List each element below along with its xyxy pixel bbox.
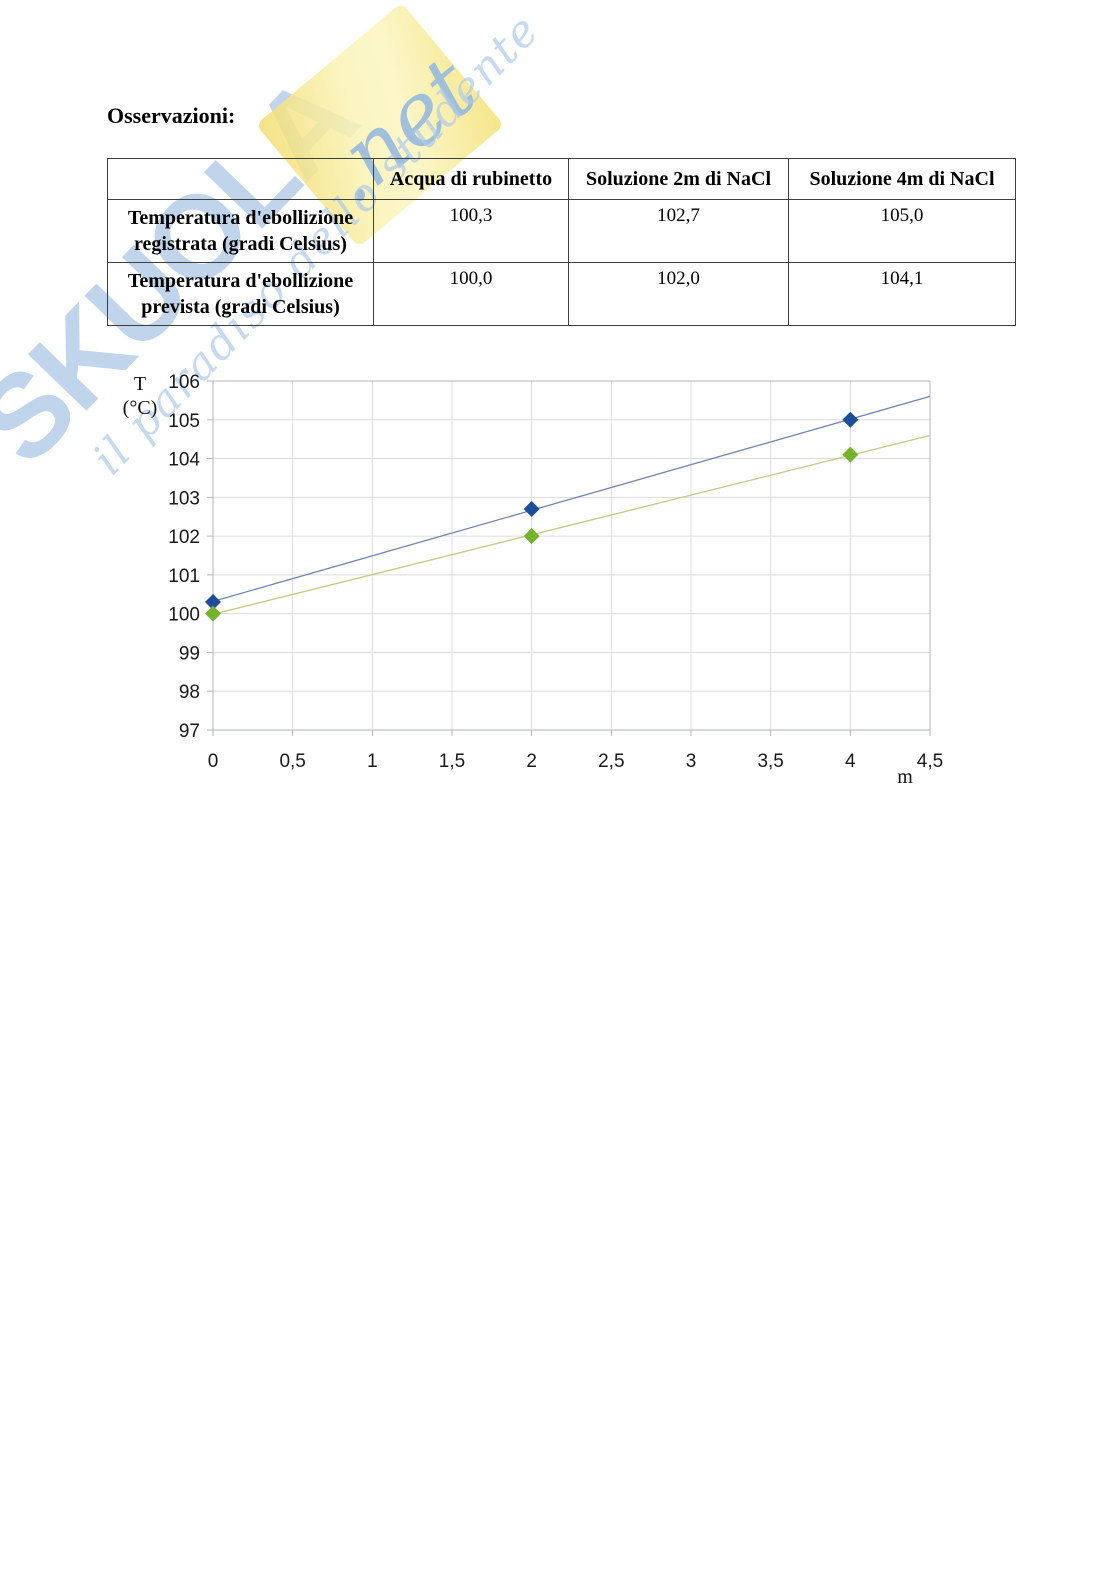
chart-canvas: 0 0,5 1 1,5 2 2,5 3 3,5 4 4,5 97 98 99 100 101 102 103 10… bbox=[168, 372, 943, 772]
x-axis-title: m bbox=[897, 766, 913, 788]
section-heading: Osservazioni: bbox=[107, 103, 236, 128]
svg-text:103: 103 bbox=[168, 488, 200, 509]
svg-text:3: 3 bbox=[686, 751, 697, 772]
value-cell: 104,1 bbox=[788, 262, 1016, 326]
svg-text:1,5: 1,5 bbox=[439, 751, 465, 772]
value-cell: 100,0 bbox=[373, 262, 569, 326]
svg-text:99: 99 bbox=[179, 643, 200, 664]
y-axis-title-line1: T bbox=[133, 373, 147, 395]
svg-text:102: 102 bbox=[168, 527, 200, 548]
svg-text:97: 97 bbox=[179, 721, 200, 742]
value-cell: 105,0 bbox=[788, 199, 1016, 263]
header-2m-nacl: Soluzione 2m di NaCl bbox=[568, 158, 789, 200]
row-label-predicted: Temperatura d'ebollizione prevista (grad… bbox=[107, 262, 374, 326]
svg-text:3,5: 3,5 bbox=[757, 751, 783, 772]
svg-text:104: 104 bbox=[168, 450, 200, 471]
table-row: Temperatura d'ebollizione registrata (gr… bbox=[107, 199, 1016, 263]
row-label-registered: Temperatura d'ebollizione registrata (gr… bbox=[107, 199, 374, 263]
value-cell: 102,0 bbox=[568, 262, 789, 326]
table-header-row: Acqua di rubinetto Soluzione 2m di NaCl … bbox=[107, 158, 1016, 200]
svg-text:105: 105 bbox=[168, 411, 200, 432]
svg-text:2: 2 bbox=[526, 751, 537, 772]
observations-table: Acqua di rubinetto Soluzione 2m di NaCl … bbox=[107, 158, 1016, 326]
header-tap-water: Acqua di rubinetto bbox=[373, 158, 569, 200]
svg-text:0: 0 bbox=[208, 751, 219, 772]
y-axis-title-line2: (°C) bbox=[122, 397, 158, 419]
header-empty-cell bbox=[107, 158, 374, 200]
value-cell: 100,3 bbox=[373, 199, 569, 263]
svg-text:2,5: 2,5 bbox=[598, 751, 624, 772]
svg-text:4: 4 bbox=[845, 751, 856, 772]
header-4m-nacl: Soluzione 4m di NaCl bbox=[788, 158, 1016, 200]
svg-text:0,5: 0,5 bbox=[279, 751, 305, 772]
value-cell: 102,7 bbox=[568, 199, 789, 263]
table-row: Temperatura d'ebollizione prevista (grad… bbox=[107, 262, 1016, 326]
svg-text:106: 106 bbox=[168, 372, 200, 393]
svg-text:1: 1 bbox=[367, 751, 378, 772]
svg-text:4,5: 4,5 bbox=[917, 751, 943, 772]
svg-text:100: 100 bbox=[168, 605, 200, 626]
svg-text:98: 98 bbox=[179, 682, 200, 703]
y-axis-title: T (°C) bbox=[108, 372, 172, 420]
svg-text:101: 101 bbox=[168, 566, 200, 587]
